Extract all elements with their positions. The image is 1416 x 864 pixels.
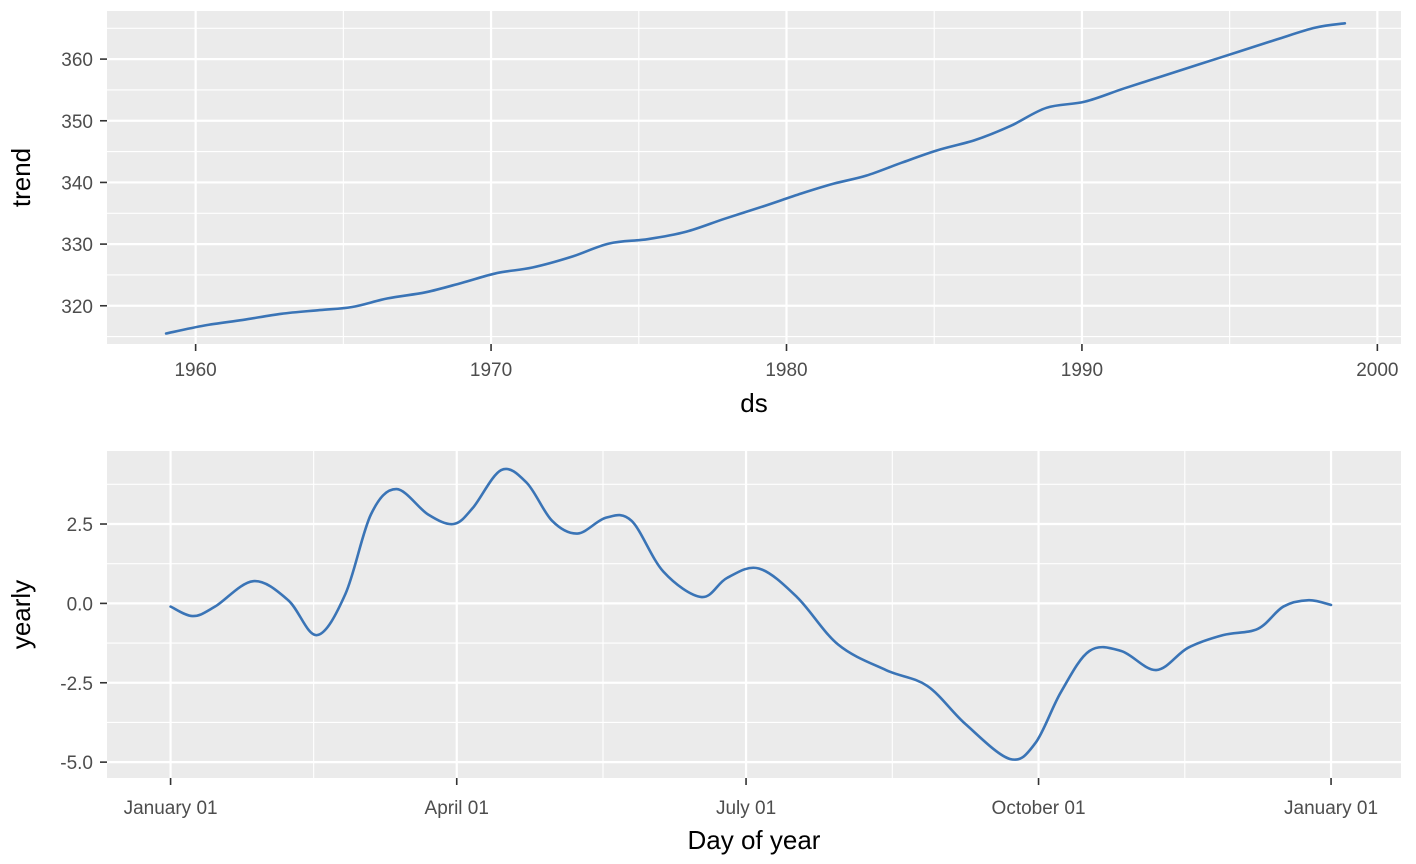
- yearly-x-tick-label: July 01: [716, 798, 776, 819]
- trend-x-tick-label: 1980: [765, 360, 807, 381]
- trend-y-tick-label: 360: [61, 50, 93, 71]
- trend-plot-background: [107, 11, 1401, 344]
- yearly-y-tick-label: 0.0: [67, 594, 93, 615]
- yearly-panel: January 01 April 01 July 01 October 01 Janua…: [6, 451, 1401, 855]
- trend-panel: 1960 1970 1980 1990 2000 320 330 340 350 360 ds tre…: [6, 11, 1401, 418]
- yearly-y-axis-title: yearly: [6, 580, 36, 649]
- trend-y-tick-label: 330: [61, 235, 93, 256]
- yearly-x-axis-title: Day of year: [688, 825, 821, 855]
- yearly-y-tick-label: -5.0: [60, 753, 93, 774]
- yearly-plot-background: [107, 451, 1401, 778]
- yearly-y-tick-label: -2.5: [60, 674, 93, 695]
- trend-y-tick-label: 340: [61, 173, 93, 194]
- trend-x-axis-title: ds: [740, 388, 767, 418]
- yearly-x-tick-label: October 01: [992, 798, 1086, 819]
- trend-x-tick-label: 2000: [1356, 360, 1398, 381]
- trend-x-tick-label: 1960: [174, 360, 216, 381]
- trend-y-tick-label: 350: [61, 112, 93, 133]
- yearly-x-tick-label: January 01: [124, 798, 218, 819]
- trend-y-tick-label: 320: [61, 297, 93, 318]
- yearly-series-line: [169, 467, 1333, 761]
- trend-x-tick-label: 1990: [1061, 360, 1103, 381]
- trend-y-axis-title: trend: [6, 148, 36, 207]
- trend-series-line: [164, 22, 1347, 335]
- trend-x-tick-label: 1970: [470, 360, 512, 381]
- yearly-x-tick-label: January 01: [1284, 798, 1378, 819]
- yearly-x-tick-label: April 01: [425, 798, 489, 819]
- yearly-y-tick-label: 2.5: [67, 515, 93, 536]
